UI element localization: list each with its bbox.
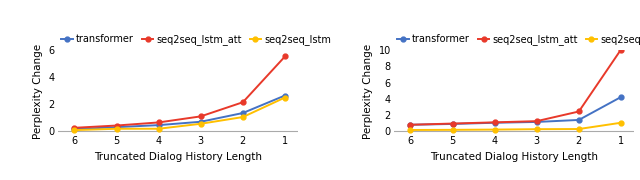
Line: seq2seq_lstm_att: seq2seq_lstm_att [72,54,287,130]
Line: seq2seq_lstm: seq2seq_lstm [408,120,623,132]
seq2seq_lstm [155,128,163,130]
transformer [406,124,414,126]
transformer [491,122,499,124]
seq2seq_lstm [406,129,414,131]
Line: transformer: transformer [72,93,287,132]
seq2seq_lstm_att [281,55,289,58]
seq2seq_lstm_att [406,124,414,126]
transformer [113,126,120,128]
transformer [533,121,541,123]
transformer [617,96,625,98]
Line: transformer: transformer [408,95,623,127]
seq2seq_lstm_att [155,121,163,123]
Y-axis label: Perplexity Change: Perplexity Change [33,44,43,139]
seq2seq_lstm_att [197,115,205,118]
seq2seq_lstm_att [533,120,541,122]
seq2seq_lstm [617,122,625,124]
seq2seq_lstm [449,129,456,131]
transformer [575,119,582,121]
seq2seq_lstm_att [239,101,246,103]
transformer [449,123,456,125]
X-axis label: Truncated Dialog History Length: Truncated Dialog History Length [429,152,598,161]
seq2seq_lstm [239,116,246,118]
seq2seq_lstm [113,128,120,130]
Y-axis label: Perplexity Change: Perplexity Change [363,44,373,139]
seq2seq_lstm_att [617,49,625,51]
seq2seq_lstm [70,129,78,131]
Line: seq2seq_lstm: seq2seq_lstm [72,95,287,132]
transformer [155,124,163,126]
transformer [239,112,246,114]
seq2seq_lstm_att [113,124,120,127]
seq2seq_lstm [197,123,205,125]
transformer [197,121,205,123]
Legend: transformer, seq2seq_lstm_att, seq2seq_lstm: transformer, seq2seq_lstm_att, seq2seq_l… [394,30,640,49]
seq2seq_lstm_att [491,121,499,123]
seq2seq_lstm [281,96,289,99]
seq2seq_lstm_att [575,110,582,112]
seq2seq_lstm [575,128,582,130]
seq2seq_lstm [491,129,499,131]
seq2seq_lstm [533,128,541,130]
Line: seq2seq_lstm_att: seq2seq_lstm_att [408,47,623,127]
Legend: transformer, seq2seq_lstm_att, seq2seq_lstm: transformer, seq2seq_lstm_att, seq2seq_l… [58,30,335,49]
seq2seq_lstm_att [449,122,456,125]
transformer [70,128,78,130]
seq2seq_lstm_att [70,127,78,129]
transformer [281,94,289,97]
X-axis label: Truncated Dialog History Length: Truncated Dialog History Length [93,152,262,161]
